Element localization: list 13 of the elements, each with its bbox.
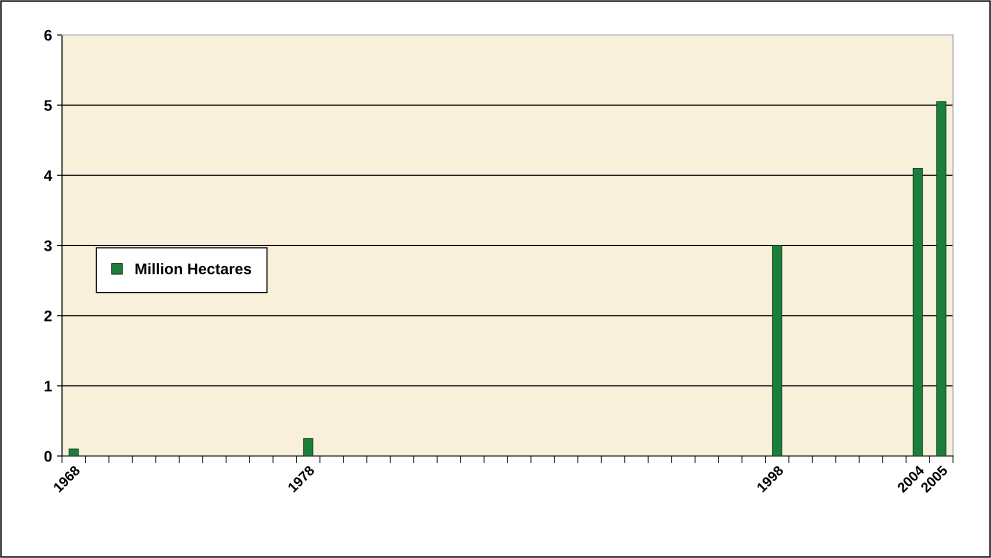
bar <box>912 168 923 456</box>
bar <box>772 245 782 456</box>
y-tick-label: 2 <box>44 310 52 322</box>
y-tick-label: 6 <box>44 30 52 41</box>
y-tick-label: 3 <box>44 240 52 252</box>
y-tick-label: 4 <box>44 170 52 181</box>
bar <box>303 438 314 456</box>
legend-label: Million Hectares <box>136 263 252 274</box>
bar <box>68 448 79 456</box>
y-tick-label: 5 <box>44 100 52 111</box>
y-tick-label: 1 <box>44 380 52 392</box>
y-tick-label: 0 <box>44 450 52 462</box>
bar <box>936 101 946 456</box>
